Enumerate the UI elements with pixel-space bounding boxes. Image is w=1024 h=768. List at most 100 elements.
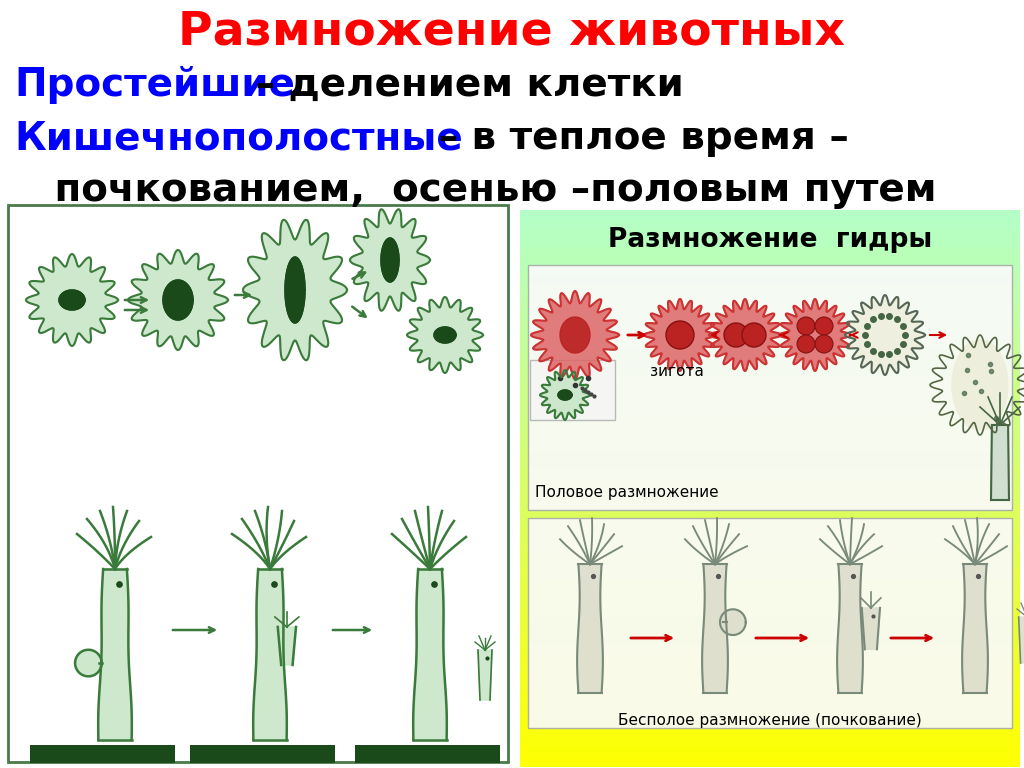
- Polygon shape: [540, 370, 590, 420]
- Bar: [520, 598, 1020, 610]
- Bar: [520, 682, 1020, 693]
- Bar: [520, 654, 1020, 665]
- Polygon shape: [59, 290, 85, 310]
- Bar: [520, 219, 1020, 230]
- Polygon shape: [128, 250, 228, 350]
- Polygon shape: [952, 340, 1008, 430]
- Polygon shape: [278, 627, 296, 665]
- Bar: [520, 497, 1020, 508]
- Bar: [520, 756, 1020, 767]
- Bar: [520, 413, 1020, 425]
- Bar: [355, 745, 500, 763]
- Bar: [520, 367, 1020, 379]
- Bar: [520, 358, 1020, 369]
- Circle shape: [742, 323, 766, 347]
- Polygon shape: [253, 569, 287, 740]
- Bar: [520, 395, 1020, 406]
- Polygon shape: [578, 564, 603, 693]
- Text: – делением клетки: – делением клетки: [242, 66, 684, 104]
- Bar: [520, 525, 1020, 536]
- Text: почкованием,  осенью –половым путем: почкованием, осенью –половым путем: [14, 171, 937, 209]
- Bar: [30, 745, 175, 763]
- Bar: [520, 386, 1020, 397]
- Polygon shape: [407, 297, 483, 373]
- Bar: [520, 746, 1020, 758]
- Bar: [520, 515, 1020, 527]
- Bar: [520, 719, 1020, 730]
- Polygon shape: [560, 317, 590, 353]
- Circle shape: [815, 335, 833, 353]
- Text: Кишечнополостные: Кишечнополостные: [14, 119, 463, 157]
- Bar: [520, 607, 1020, 619]
- Text: Размножение  гидры: Размножение гидры: [608, 227, 932, 253]
- Bar: [520, 422, 1020, 434]
- Bar: [520, 617, 1020, 628]
- Bar: [520, 238, 1020, 249]
- Bar: [520, 478, 1020, 489]
- Bar: [520, 469, 1020, 480]
- Bar: [520, 257, 1020, 267]
- Bar: [520, 451, 1020, 462]
- Bar: [520, 229, 1020, 240]
- Bar: [520, 664, 1020, 674]
- Circle shape: [724, 323, 748, 347]
- Bar: [520, 432, 1020, 443]
- Bar: [520, 552, 1020, 564]
- Bar: [520, 589, 1020, 601]
- Polygon shape: [26, 254, 118, 346]
- Polygon shape: [963, 564, 988, 693]
- Text: Половое размножение: Половое размножение: [535, 485, 719, 499]
- Text: Бесполое размножение (почкование): Бесполое размножение (почкование): [618, 713, 922, 727]
- Polygon shape: [381, 238, 399, 282]
- Polygon shape: [285, 257, 305, 323]
- Polygon shape: [163, 280, 193, 320]
- Bar: [520, 561, 1020, 573]
- Bar: [520, 645, 1020, 656]
- Text: Размножение животных: Размножение животных: [178, 9, 846, 55]
- Bar: [520, 210, 1020, 221]
- Circle shape: [666, 321, 694, 349]
- Bar: [520, 635, 1020, 647]
- Bar: [520, 700, 1020, 711]
- Polygon shape: [98, 569, 132, 740]
- Bar: [520, 312, 1020, 323]
- Bar: [520, 488, 1020, 498]
- Bar: [520, 330, 1020, 342]
- Bar: [528, 265, 1012, 510]
- Bar: [520, 737, 1020, 749]
- Bar: [190, 745, 335, 763]
- Bar: [520, 728, 1020, 740]
- Bar: [520, 460, 1020, 471]
- Polygon shape: [243, 220, 347, 360]
- Bar: [520, 247, 1020, 258]
- Text: Простейшие: Простейшие: [14, 66, 295, 104]
- Polygon shape: [531, 291, 618, 379]
- Bar: [520, 321, 1020, 333]
- Bar: [520, 580, 1020, 591]
- Polygon shape: [709, 299, 781, 371]
- Text: – в теплое время –: – в теплое время –: [425, 119, 849, 157]
- Polygon shape: [779, 299, 851, 371]
- Circle shape: [797, 335, 815, 353]
- Bar: [520, 349, 1020, 360]
- Circle shape: [815, 317, 833, 335]
- Polygon shape: [644, 299, 716, 371]
- Bar: [520, 626, 1020, 637]
- Polygon shape: [845, 295, 925, 375]
- Bar: [520, 534, 1020, 545]
- Polygon shape: [702, 564, 728, 693]
- Polygon shape: [558, 390, 572, 400]
- Bar: [520, 339, 1020, 351]
- Polygon shape: [478, 650, 492, 700]
- Bar: [520, 284, 1020, 295]
- Bar: [520, 376, 1020, 388]
- Bar: [520, 571, 1020, 582]
- Polygon shape: [434, 327, 456, 343]
- Bar: [520, 673, 1020, 684]
- Bar: [520, 506, 1020, 518]
- Bar: [528, 518, 1012, 728]
- Polygon shape: [75, 650, 101, 677]
- Polygon shape: [350, 209, 430, 311]
- Polygon shape: [414, 569, 446, 740]
- Bar: [530, 360, 615, 420]
